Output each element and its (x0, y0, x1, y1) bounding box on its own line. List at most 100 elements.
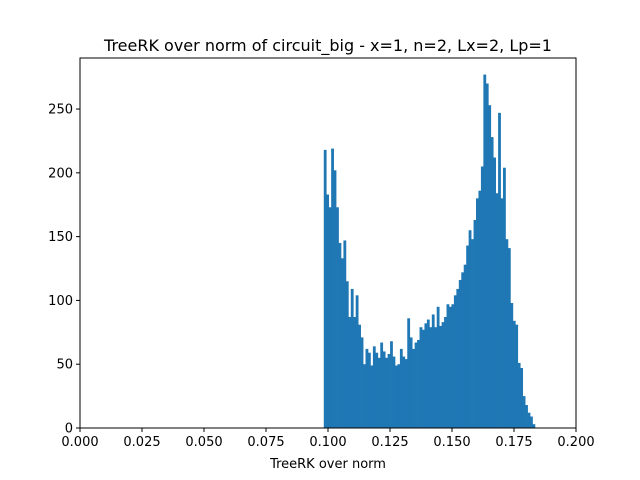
x-tick-label: 0.100 (309, 435, 346, 450)
histogram-bar (449, 306, 452, 428)
histogram-bar (409, 337, 413, 428)
x-tick-label: 0.050 (185, 435, 222, 450)
histogram-bar (478, 190, 482, 428)
y-tick-label: 100 (48, 294, 73, 309)
histogram-bar (331, 148, 334, 428)
histogram-bar (417, 339, 420, 428)
histogram-bar (471, 239, 474, 428)
x-tick-label: 0.200 (557, 435, 594, 450)
histogram-bar (507, 248, 511, 428)
histogram-bar (476, 198, 479, 428)
histogram-bar (485, 83, 489, 429)
histogram-bar (436, 306, 440, 428)
histogram-bar (426, 319, 430, 428)
x-tick-label: 0.000 (61, 435, 98, 450)
x-tick-label: 0.025 (123, 435, 160, 450)
histogram-bar (463, 264, 467, 428)
histogram-bar (385, 357, 388, 428)
histogram-bar (382, 351, 386, 428)
histogram-bar (500, 198, 504, 428)
histogram-bar (520, 368, 524, 428)
histogram-bar (510, 302, 514, 428)
histogram-bar (360, 337, 364, 428)
histogram-bar (328, 207, 332, 428)
histogram-bar (515, 324, 519, 428)
histogram-bar (350, 288, 354, 428)
histogram-bar (522, 396, 526, 428)
histogram-bar (466, 245, 469, 428)
histogram-bar (365, 348, 369, 428)
histogram-bar (456, 288, 460, 428)
histogram-bar (397, 364, 401, 428)
histogram-bar (414, 342, 418, 428)
y-axis-ticks: 0 50 100 150 200 250 (48, 103, 80, 437)
histogram-bar (358, 324, 361, 428)
histogram-bar (343, 240, 347, 428)
histogram-bar (517, 362, 521, 428)
histogram-bar (439, 325, 442, 428)
x-tick-label: 0.125 (371, 435, 408, 450)
histogram-bar (399, 348, 403, 428)
histogram-bar (353, 317, 357, 428)
histogram-bar (323, 149, 327, 429)
histogram-bar (333, 170, 337, 428)
histogram-bar (394, 365, 398, 428)
histogram-bar (527, 412, 531, 428)
histogram-bar (503, 167, 506, 428)
chart-title: TreeRK over norm of circuit_big - x=1, n… (103, 36, 552, 56)
histogram-bar (483, 74, 487, 428)
y-tick-label: 200 (48, 166, 73, 181)
histogram-bar (505, 239, 509, 428)
histogram-bar (444, 317, 447, 428)
histogram-bar (340, 258, 344, 428)
histogram-bar (441, 322, 445, 428)
histogram-bar (407, 318, 411, 428)
histogram-bar (446, 304, 450, 428)
histogram-bar (532, 424, 536, 428)
x-tick-label: 0.175 (495, 435, 532, 450)
histogram-bar (451, 304, 455, 428)
histogram-bar (377, 357, 381, 428)
histogram-bar (404, 359, 408, 428)
x-axis-ticks: 0.000 0.025 0.050 0.075 0.100 0.125 0.150 0.175… (61, 428, 595, 450)
histogram-bar (434, 327, 438, 428)
histogram-bar (488, 105, 492, 429)
histogram-bar (338, 243, 342, 428)
histogram-bar (495, 193, 499, 428)
histogram-bar (512, 320, 516, 428)
histogram-bar (429, 327, 433, 428)
histogram-bar (490, 137, 494, 428)
histogram-bar (498, 112, 501, 429)
histogram-bar (431, 314, 435, 428)
histogram-bar (345, 281, 349, 428)
histogram-bar (348, 317, 352, 428)
histogram-bar (453, 295, 457, 428)
histogram-bar (372, 346, 376, 428)
histogram-bar (458, 280, 462, 428)
histogram-bar (461, 272, 465, 428)
histogram-bar (380, 342, 384, 428)
histogram-bar (421, 329, 425, 428)
histogram-bar (419, 327, 423, 428)
histogram-bar (363, 364, 366, 428)
histogram-bar (355, 295, 359, 428)
histogram-bar (326, 194, 330, 428)
x-tick-label: 0.150 (433, 435, 470, 450)
histogram-bar (387, 354, 391, 428)
x-axis-label: TreeRK over norm (269, 457, 386, 472)
x-tick-label: 0.075 (247, 435, 284, 450)
histogram-bar (525, 405, 528, 428)
histogram-bar (375, 352, 379, 428)
y-tick-label: 50 (56, 358, 73, 373)
histogram-bar (390, 341, 393, 428)
histogram-bar (468, 230, 472, 428)
histogram-bar (493, 157, 496, 428)
histogram-bar (530, 416, 533, 428)
histogram-bar (480, 166, 484, 428)
histogram-bar (367, 352, 371, 428)
histogram-bar (370, 365, 374, 428)
histogram-bar (473, 220, 477, 428)
histogram-bars (323, 74, 536, 429)
